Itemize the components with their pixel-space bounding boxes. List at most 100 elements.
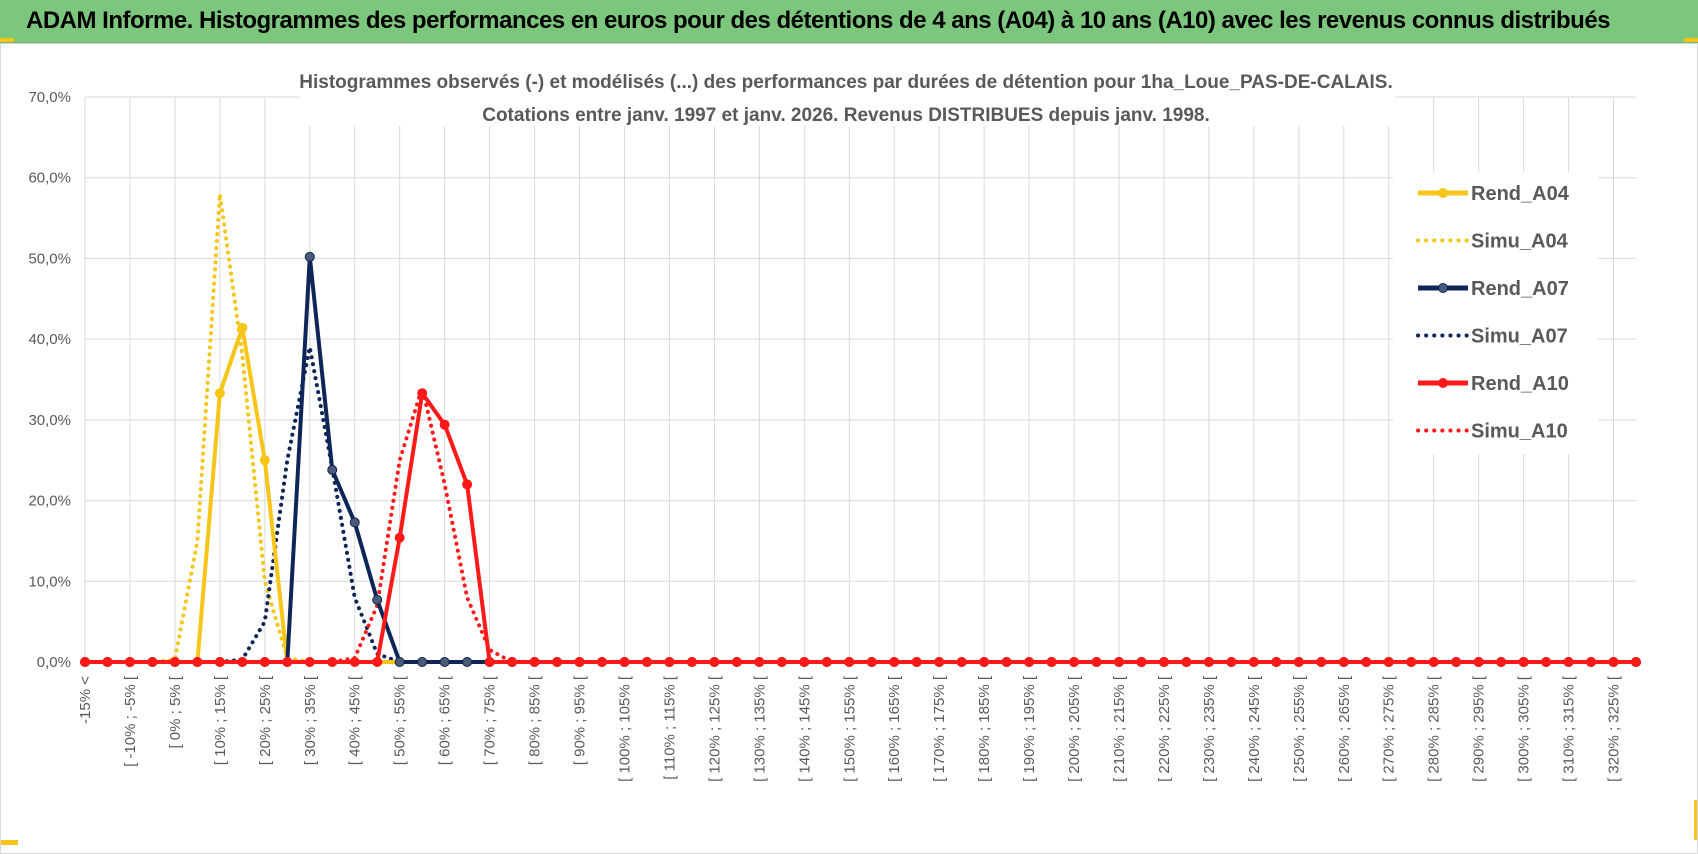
data-point	[462, 479, 473, 490]
data-point	[1518, 657, 1529, 667]
legend-label: Rend_A10	[1471, 373, 1569, 395]
data-point	[394, 532, 405, 543]
data-point	[1293, 657, 1304, 667]
legend-background	[1393, 172, 1598, 454]
data-point	[169, 657, 180, 667]
data-point	[664, 657, 675, 667]
axis-layer: 0,0% 10,0% 20,0% 30,0% 40,0% 50,0% 60,0% 70,0% -…	[28, 89, 1622, 782]
data-point	[597, 657, 607, 667]
title-layer: Histogrammes observés (-) et modélisés (…	[299, 64, 1395, 126]
y-tick-label: 20,0%	[28, 493, 71, 510]
legend-item-simu-a10: Simu_A10	[1416, 421, 1568, 443]
data-point	[641, 657, 652, 667]
data-point	[192, 657, 203, 667]
data-point	[1271, 657, 1282, 667]
data-point	[1158, 657, 1169, 667]
x-tick-label: [ 230% ; 235% [	[1201, 675, 1218, 782]
data-point	[237, 322, 248, 333]
data-point	[147, 657, 158, 667]
x-tick-label: [ 80% ; 85% [	[527, 675, 544, 765]
x-tick-label: -15% <	[77, 676, 94, 724]
data-point	[956, 657, 967, 667]
data-point	[372, 657, 383, 667]
data-point	[304, 657, 315, 667]
x-tick-label: [ 260% ; 265% [	[1336, 675, 1353, 782]
data-point	[1203, 657, 1214, 667]
data-point	[979, 657, 990, 667]
corner-accent-bottom-left	[0, 840, 18, 845]
corner-accent-bottom-right	[1694, 800, 1698, 840]
x-tick-label: [ 280% ; 285% [	[1426, 675, 1443, 782]
data-point	[1383, 657, 1394, 667]
data-point	[529, 657, 540, 667]
data-point	[1473, 657, 1484, 667]
data-point	[417, 388, 428, 399]
data-point	[214, 388, 225, 399]
x-tick-label: [ 270% ; 275% [	[1381, 675, 1398, 782]
data-point	[1608, 657, 1619, 667]
x-tick-label: [ 110% ; 115% [	[661, 675, 678, 780]
data-point	[1428, 657, 1439, 667]
legend-marker	[1438, 188, 1448, 198]
data-point	[394, 657, 405, 667]
data-point	[439, 657, 450, 667]
corner-accent-top-left	[0, 38, 14, 42]
data-point	[1361, 657, 1372, 667]
legend-item-simu-a04: Simu_A04	[1416, 231, 1569, 253]
x-tick-label: [ 90% ; 95% [	[572, 675, 589, 765]
series-rend-a10	[80, 388, 1641, 667]
legend-item-simu-a07: Simu_A07	[1416, 326, 1568, 348]
data-point	[237, 657, 248, 667]
x-tick-label: [ 250% ; 255% [	[1291, 675, 1308, 782]
data-point	[844, 657, 855, 667]
data-point	[304, 251, 315, 262]
legend-marker	[1438, 378, 1448, 388]
x-tick-label: [ 300% ; 305% [	[1516, 675, 1533, 782]
legend-item-rend-a04: Rend_A04	[1418, 183, 1570, 205]
series-line	[85, 391, 1636, 664]
data-point	[1586, 657, 1597, 667]
data-point	[1181, 657, 1192, 667]
x-tick-label: [ 40% ; 45% [	[347, 675, 364, 765]
x-tick-label: [ 120% ; 125% [	[706, 675, 723, 782]
data-point	[507, 657, 518, 667]
data-point	[889, 657, 900, 667]
x-tick-label: [ 190% ; 195% [	[1021, 675, 1038, 782]
x-tick-label: [ 240% ; 245% [	[1246, 675, 1263, 782]
data-point	[1091, 657, 1102, 667]
y-tick-label: 40,0%	[28, 331, 71, 348]
data-point	[821, 657, 832, 667]
data-point	[574, 657, 585, 667]
y-tick-label: 60,0%	[28, 170, 71, 187]
data-point	[776, 657, 787, 667]
x-tick-label: [ 60% ; 65% [	[437, 675, 454, 765]
data-point	[1069, 657, 1080, 667]
data-point	[1136, 657, 1147, 667]
data-point	[282, 657, 293, 667]
data-point	[1563, 657, 1574, 667]
y-tick-label: 50,0%	[28, 250, 71, 267]
data-point	[349, 517, 360, 528]
data-point	[1541, 657, 1552, 667]
data-point	[1114, 657, 1124, 667]
data-point	[349, 657, 360, 667]
x-tick-label: [ 0% ; 5% [	[167, 675, 184, 748]
data-point	[799, 657, 810, 667]
x-tick-label: [ 70% ; 75% [	[482, 675, 499, 765]
x-tick-label: [ 200% ; 205% [	[1066, 675, 1083, 782]
data-point	[709, 657, 720, 667]
data-point	[484, 657, 495, 667]
y-tick-label: 30,0%	[28, 412, 71, 429]
corner-accent-top-right	[1684, 38, 1698, 42]
x-tick-label: [ 130% ; 135% [	[751, 675, 768, 782]
legend-item-rend-a07: Rend_A07	[1418, 278, 1569, 300]
data-point	[439, 419, 450, 430]
data-point	[417, 657, 428, 667]
data-point	[686, 657, 697, 667]
data-point	[1024, 657, 1035, 667]
data-point	[259, 455, 270, 466]
legend-label: Simu_A04	[1471, 231, 1569, 253]
data-point	[552, 657, 563, 667]
data-point	[934, 657, 945, 667]
y-tick-label: 0,0%	[37, 654, 71, 671]
